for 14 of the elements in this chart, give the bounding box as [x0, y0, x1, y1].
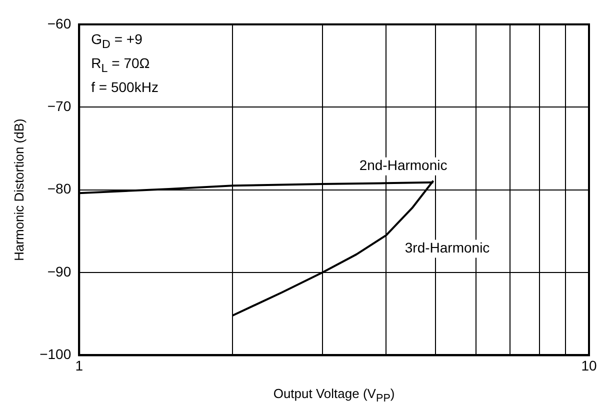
annotation: G$_{D}$ = +9	[91, 30, 144, 54]
annotation: f = 500kHz	[91, 78, 158, 96]
series-label: 2nd-Harmonic	[359, 157, 448, 174]
x-tick-label: 1	[75, 357, 84, 374]
x-tick-label: 10	[581, 357, 597, 374]
y-tick-label: −80	[47, 180, 72, 197]
annotation: R$_{L}$ = 70Ω	[91, 54, 151, 77]
y-tick-label: −100	[40, 346, 72, 362]
series-label: 3rd-Harmonic	[404, 240, 490, 256]
y-tick-label: −90	[47, 263, 72, 280]
y-axis-title: Harmonic Distortion (dB)	[11, 118, 26, 261]
y-tick-label: −60	[47, 15, 72, 32]
y-tick-label: −70	[47, 98, 72, 114]
x-axis-title: Output Voltage (V$_{PP}$)	[272, 386, 396, 405]
